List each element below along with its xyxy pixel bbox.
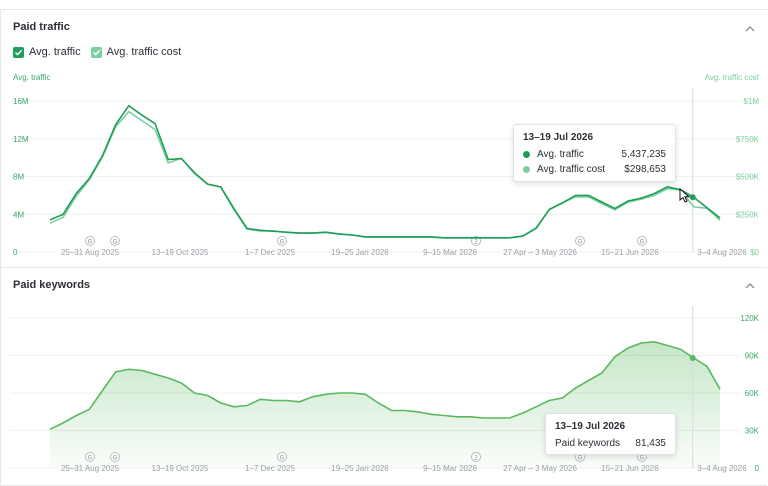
- legend-item-avg-traffic-cost[interactable]: Avg. traffic cost: [90, 46, 182, 58]
- tooltip-row: Avg. traffic 5,437,235: [523, 149, 666, 160]
- tooltip-label: Avg. traffic cost: [537, 164, 605, 175]
- tooltip-value: $298,653: [624, 164, 666, 175]
- legend-label: Avg. traffic cost: [106, 46, 182, 58]
- collapse-chevron-up-icon[interactable]: [743, 279, 757, 293]
- right-axis-title: Avg. traffic cost: [704, 73, 759, 82]
- keywords-tooltip: 13–19 Jul 2026 Paid keywords 81,435: [545, 413, 676, 455]
- tooltip-value: 5,437,235: [621, 149, 667, 160]
- tooltip-row: Avg. traffic cost $298,653: [523, 164, 666, 175]
- mouse-cursor-icon: [679, 188, 691, 203]
- series-dot-icon: [523, 151, 530, 158]
- tooltip-title: 13–19 Jul 2026: [523, 132, 594, 143]
- legend: Avg. traffic Avg. traffic cost: [13, 46, 181, 58]
- section-title: Paid keywords: [13, 279, 91, 291]
- section-title: Paid traffic: [13, 21, 70, 33]
- tooltip-label: Paid keywords: [555, 438, 621, 449]
- tooltip-label: Avg. traffic: [537, 149, 584, 160]
- checkbox-checked-icon[interactable]: [13, 46, 24, 58]
- tooltip-row: Paid keywords 81,435: [555, 438, 666, 449]
- checkbox-checked-icon[interactable]: [90, 46, 102, 58]
- tooltip-value: 81,435: [635, 438, 666, 449]
- traffic-tooltip: 13–19 Jul 2026 Avg. traffic 5,437,235 Av…: [513, 124, 676, 182]
- legend-item-avg-traffic[interactable]: Avg. traffic: [13, 46, 81, 58]
- legend-label: Avg. traffic: [29, 46, 81, 58]
- series-dot-icon: [523, 166, 530, 173]
- tooltip-title: 13–19 Jul 2026: [555, 421, 626, 432]
- left-axis-title: Avg. traffic: [13, 73, 51, 82]
- collapse-chevron-up-icon[interactable]: [743, 22, 757, 36]
